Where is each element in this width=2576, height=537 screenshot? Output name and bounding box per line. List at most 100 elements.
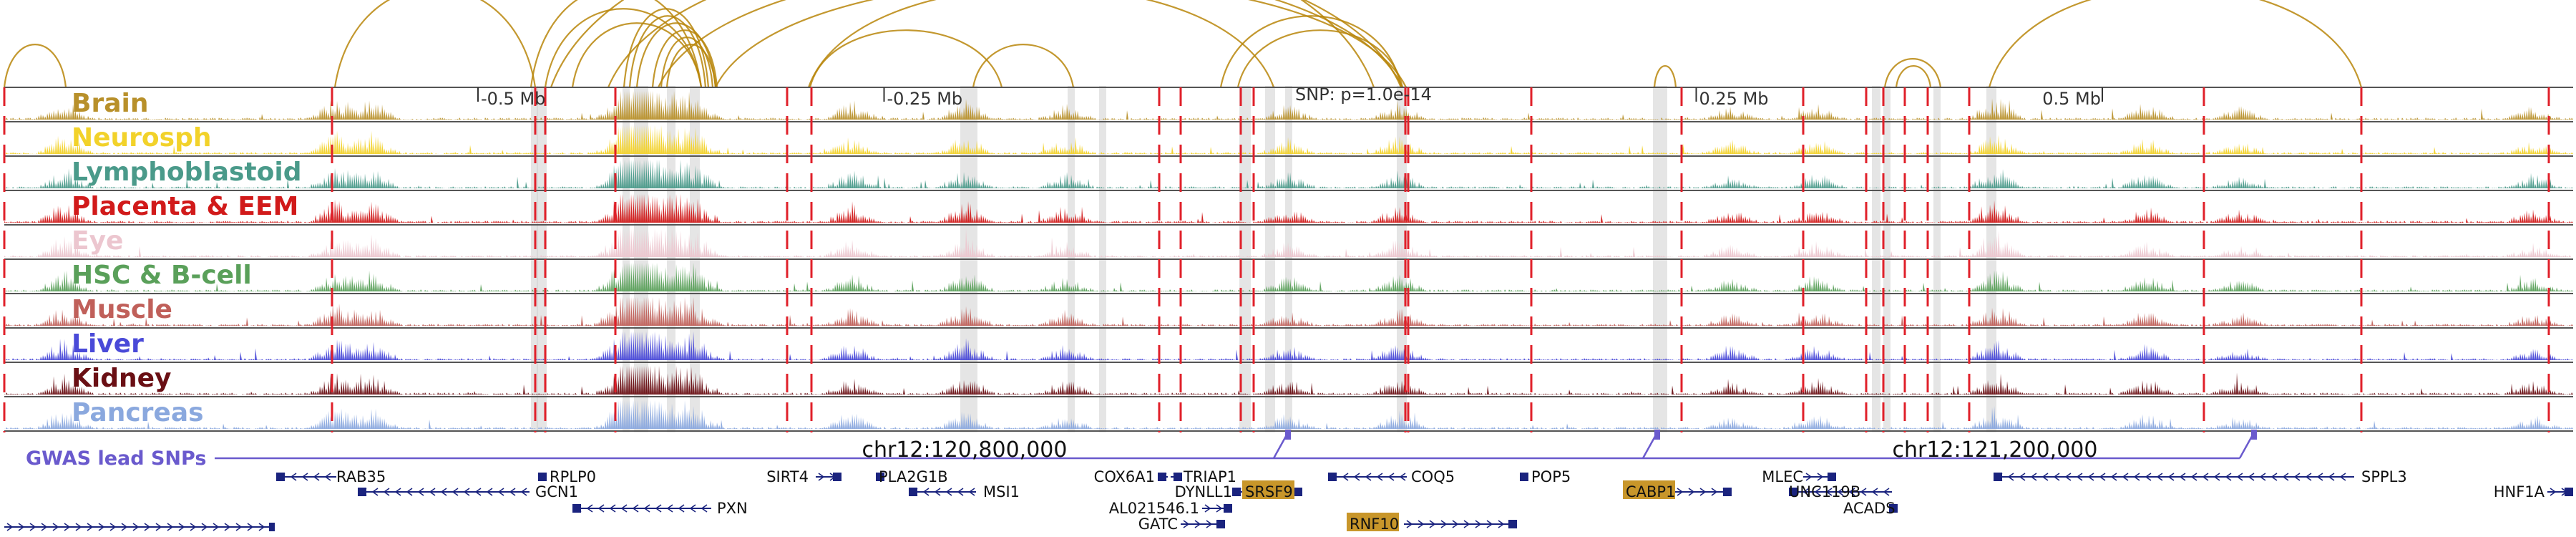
strand-arrow bbox=[178, 523, 185, 531]
gene-al021546-1: AL021546.1 bbox=[1109, 500, 1232, 517]
strand-arrow bbox=[1206, 520, 1213, 528]
strand-arrow bbox=[957, 488, 964, 496]
gene-label: HNF1A bbox=[2494, 483, 2545, 500]
strand-arrow bbox=[1204, 504, 1211, 513]
gene-label: SIRT4 bbox=[766, 468, 809, 485]
strand-arrow bbox=[609, 504, 616, 513]
gene-label: DYNLL1 bbox=[1175, 483, 1232, 500]
strand-arrow bbox=[29, 523, 36, 531]
interaction-arc bbox=[1883, 58, 1942, 88]
strand-arrow bbox=[290, 473, 297, 481]
gene-pla2g1b: PLA2G1B bbox=[876, 468, 948, 485]
strand-arrow bbox=[1463, 520, 1470, 528]
strand-arrow bbox=[922, 488, 930, 496]
gene-exon bbox=[276, 473, 285, 481]
strand-arrow bbox=[452, 488, 459, 496]
strand-arrow bbox=[75, 523, 82, 531]
strand-arrow bbox=[1342, 473, 1349, 481]
genomic-axis: -0.5 Mb -0.25 Mb 0.25 Mb 0.5 Mb SNP: p=1.0e-… bbox=[477, 84, 2103, 109]
gwas-lead-snp bbox=[2251, 430, 2257, 440]
strand-arrow bbox=[2110, 473, 2117, 481]
strand-arrow bbox=[1353, 473, 1360, 481]
track-muscle bbox=[4, 297, 2573, 329]
strand-arrow bbox=[6, 523, 14, 531]
strand-arrow bbox=[2328, 473, 2335, 481]
strand-arrow bbox=[2339, 473, 2346, 481]
signal-peaks bbox=[4, 228, 2573, 257]
gene-cabp1: CABP1 bbox=[1623, 480, 1732, 500]
strand-arrow bbox=[968, 488, 975, 496]
gene-srsf9: SRSF9 bbox=[1239, 480, 1302, 500]
signal-peaks bbox=[4, 125, 2573, 154]
strand-arrow bbox=[2213, 473, 2220, 481]
track-label: Placenta & EEM bbox=[72, 192, 298, 221]
gene-acads: ACADS bbox=[1843, 500, 1898, 517]
strand-arrow bbox=[643, 504, 650, 513]
strand-arrow bbox=[2156, 473, 2163, 481]
strand-arrow bbox=[167, 523, 174, 531]
signal-peaks bbox=[4, 91, 2573, 120]
strand-arrow bbox=[64, 523, 71, 531]
strand-arrow bbox=[1677, 488, 1684, 496]
gene-strip-left bbox=[4, 523, 275, 531]
track-labels: Brain Neurosph Lymphoblastoid Placenta & EE… bbox=[72, 89, 302, 427]
gene-exon bbox=[2565, 488, 2573, 496]
strand-arrow bbox=[1216, 504, 1223, 513]
gene-label: TRIAP1 bbox=[1183, 468, 1236, 485]
gene-highlight-box bbox=[1242, 480, 1294, 499]
strand-arrow bbox=[2259, 473, 2266, 481]
gene-exon bbox=[876, 473, 884, 481]
strand-arrow bbox=[41, 523, 48, 531]
strand-arrow bbox=[1688, 488, 1695, 496]
strand-arrow bbox=[2179, 473, 2186, 481]
strand-arrow bbox=[509, 488, 516, 496]
strand-arrow bbox=[689, 504, 696, 513]
gene-exon bbox=[1216, 520, 1225, 528]
strand-arrow bbox=[1418, 520, 1425, 528]
gene-label: AL021546.1 bbox=[1109, 500, 1199, 517]
strand-arrow bbox=[18, 523, 25, 531]
strand-arrow bbox=[1475, 520, 1482, 528]
gene-label: POP5 bbox=[1531, 468, 1571, 485]
gwas-track-label: GWAS lead SNPs bbox=[26, 448, 206, 470]
strand-arrow bbox=[520, 488, 527, 496]
strand-arrow bbox=[2236, 473, 2243, 481]
strand-arrow bbox=[2190, 473, 2197, 481]
signal-peaks bbox=[4, 332, 2573, 360]
gene-label: GATC bbox=[1138, 516, 1178, 533]
strand-arrow bbox=[1814, 488, 1821, 496]
strand-arrow bbox=[440, 488, 447, 496]
strand-arrow bbox=[2293, 473, 2301, 481]
strand-arrow bbox=[1452, 520, 1459, 528]
gene-exon bbox=[1232, 488, 1241, 496]
track-lymphoblastoid bbox=[4, 160, 2573, 191]
gene-exon bbox=[1294, 488, 1302, 496]
strand-arrow bbox=[1399, 473, 1406, 481]
strand-arrow bbox=[1194, 520, 1201, 528]
strand-arrow bbox=[1711, 488, 1718, 496]
strand-arrow bbox=[1817, 473, 1824, 481]
strand-arrow bbox=[2041, 473, 2049, 481]
strand-arrow bbox=[1860, 488, 1867, 496]
track-label: Brain bbox=[72, 89, 148, 118]
gene-label: CABP1 bbox=[1626, 483, 1675, 500]
gene-exon bbox=[1994, 473, 2002, 481]
strand-arrow bbox=[620, 504, 628, 513]
gene-exon bbox=[1328, 473, 1337, 481]
interaction-arc bbox=[1653, 65, 1677, 88]
gene-exon bbox=[1508, 520, 1517, 528]
strand-arrow bbox=[201, 523, 208, 531]
interaction-arc bbox=[1895, 65, 1932, 88]
interaction-arc bbox=[628, 15, 707, 88]
strand-arrow bbox=[2099, 473, 2106, 481]
gene-exon bbox=[1158, 473, 1166, 481]
interaction-arc bbox=[658, 0, 1403, 88]
strand-arrow bbox=[2202, 473, 2209, 481]
interaction-arc bbox=[1236, 29, 1404, 88]
strand-arrow bbox=[2550, 488, 2557, 496]
interaction-arc bbox=[715, 0, 1407, 88]
track-label: HSC & B-cell bbox=[72, 261, 252, 290]
axis-tick-label: -0.25 Mb bbox=[887, 89, 963, 109]
strand-arrow bbox=[2225, 473, 2232, 481]
gene-label: COX6A1 bbox=[1094, 468, 1155, 485]
